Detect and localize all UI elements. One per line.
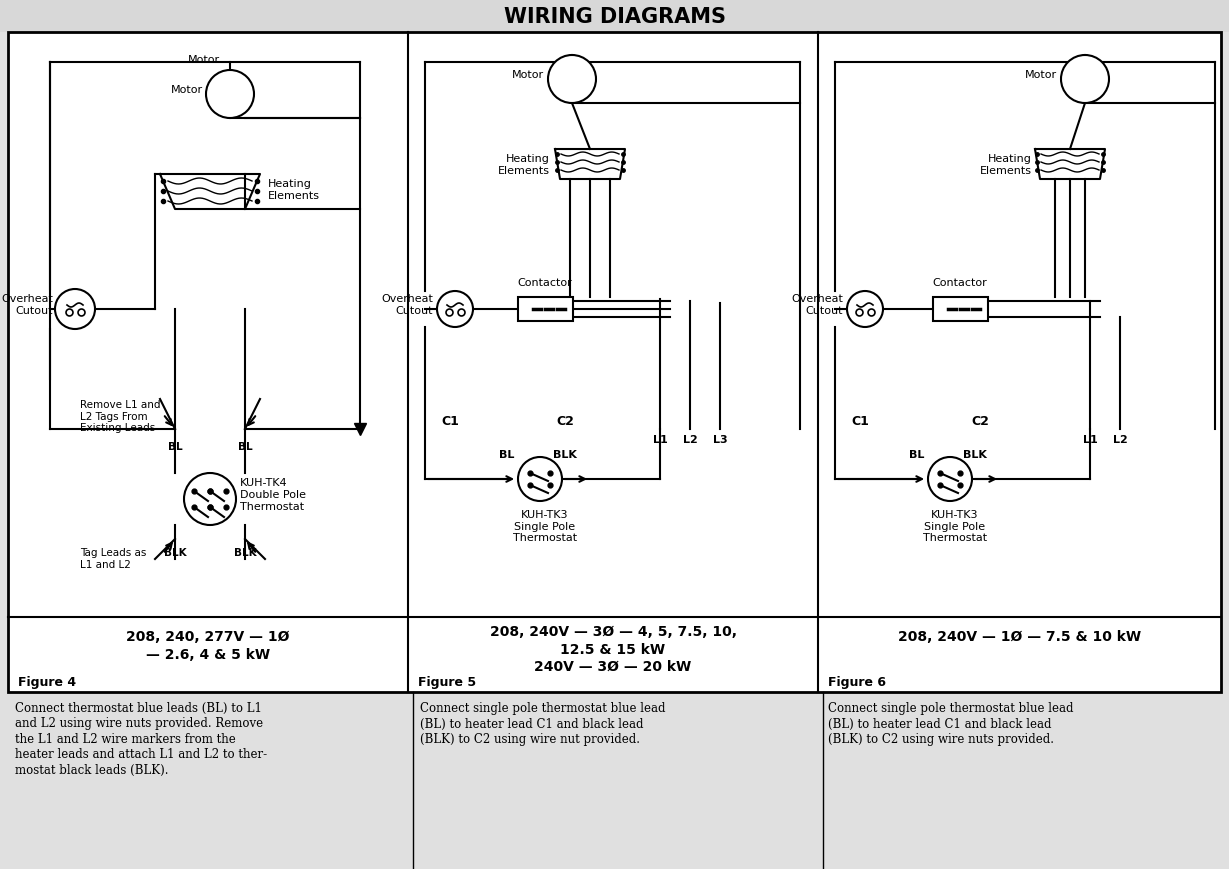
Text: Overheat
Cutout: Overheat Cutout bbox=[791, 294, 843, 315]
Text: Motor: Motor bbox=[171, 85, 203, 95]
Text: C1: C1 bbox=[850, 415, 869, 428]
Text: Figure 4: Figure 4 bbox=[18, 675, 76, 688]
Text: (BL) to heater lead C1 and black lead: (BL) to heater lead C1 and black lead bbox=[828, 717, 1052, 730]
Circle shape bbox=[206, 71, 254, 119]
Text: Figure 6: Figure 6 bbox=[828, 675, 886, 688]
Text: 12.5 & 15 kW: 12.5 & 15 kW bbox=[560, 642, 666, 656]
Text: BLK: BLK bbox=[234, 547, 257, 557]
Text: Connect single pole thermostat blue lead: Connect single pole thermostat blue lead bbox=[828, 701, 1073, 714]
Text: 240V — 3Ø — 20 kW: 240V — 3Ø — 20 kW bbox=[535, 660, 692, 673]
Text: Figure 5: Figure 5 bbox=[418, 675, 476, 688]
Circle shape bbox=[184, 474, 236, 526]
Text: WIRING DIAGRAMS: WIRING DIAGRAMS bbox=[504, 7, 725, 27]
Text: (BL) to heater lead C1 and black lead: (BL) to heater lead C1 and black lead bbox=[420, 717, 644, 730]
Text: BLK: BLK bbox=[553, 449, 576, 460]
Text: 208, 240V — 1Ø — 7.5 & 10 kW: 208, 240V — 1Ø — 7.5 & 10 kW bbox=[898, 629, 1141, 643]
Circle shape bbox=[548, 56, 596, 104]
Text: — 2.6, 4 & 5 kW: — 2.6, 4 & 5 kW bbox=[146, 647, 270, 661]
Text: BLK: BLK bbox=[964, 449, 987, 460]
Circle shape bbox=[438, 292, 473, 328]
Bar bbox=[9, 33, 1220, 693]
Text: L1: L1 bbox=[1083, 434, 1097, 444]
Text: L2: L2 bbox=[682, 434, 697, 444]
Text: Connect single pole thermostat blue lead: Connect single pole thermostat blue lead bbox=[420, 701, 665, 714]
Text: Heating
Elements: Heating Elements bbox=[268, 179, 320, 201]
Text: BL: BL bbox=[237, 441, 252, 452]
Text: Overheat
Cutout: Overheat Cutout bbox=[381, 294, 433, 315]
Text: (BLK) to C2 using wire nut provided.: (BLK) to C2 using wire nut provided. bbox=[420, 733, 640, 745]
Text: Contactor: Contactor bbox=[933, 278, 987, 288]
Text: (BLK) to C2 using wire nuts provided.: (BLK) to C2 using wire nuts provided. bbox=[828, 733, 1054, 745]
Text: Heating
Elements: Heating Elements bbox=[498, 154, 551, 176]
Text: Motor: Motor bbox=[1025, 70, 1057, 80]
Text: L3: L3 bbox=[713, 434, 728, 444]
Circle shape bbox=[55, 289, 95, 329]
Circle shape bbox=[1061, 56, 1109, 104]
Text: L1: L1 bbox=[653, 434, 667, 444]
Text: the L1 and L2 wire markers from the: the L1 and L2 wire markers from the bbox=[15, 733, 236, 745]
Text: 208, 240V — 3Ø — 4, 5, 7.5, 10,: 208, 240V — 3Ø — 4, 5, 7.5, 10, bbox=[489, 624, 736, 638]
Bar bbox=[0, 0, 1229, 33]
Text: BL: BL bbox=[909, 449, 924, 460]
Text: Heating
Elements: Heating Elements bbox=[980, 154, 1032, 176]
Text: Motor: Motor bbox=[511, 70, 544, 80]
Text: BLK: BLK bbox=[163, 547, 187, 557]
Text: Contactor: Contactor bbox=[517, 278, 573, 288]
Text: Connect thermostat blue leads (BL) to L1: Connect thermostat blue leads (BL) to L1 bbox=[15, 701, 262, 714]
Text: KUH-TK3
Single Pole
Thermostat: KUH-TK3 Single Pole Thermostat bbox=[923, 509, 987, 542]
Text: 208, 240, 277V — 1Ø: 208, 240, 277V — 1Ø bbox=[127, 629, 290, 643]
Bar bbox=[933, 298, 987, 322]
Circle shape bbox=[517, 457, 562, 501]
Text: heater leads and attach L1 and L2 to ther-: heater leads and attach L1 and L2 to the… bbox=[15, 747, 267, 760]
Text: C1: C1 bbox=[441, 415, 458, 428]
Text: Overheat
Cutout: Overheat Cutout bbox=[1, 294, 53, 315]
Text: BL: BL bbox=[499, 449, 515, 460]
Text: Remove L1 and
L2 Tags From
Existing Leads: Remove L1 and L2 Tags From Existing Lead… bbox=[80, 400, 161, 433]
Text: KUH-TK4
Double Pole
Thermostat: KUH-TK4 Double Pole Thermostat bbox=[240, 478, 306, 511]
Text: KUH-TK3
Single Pole
Thermostat: KUH-TK3 Single Pole Thermostat bbox=[512, 509, 578, 542]
Circle shape bbox=[847, 292, 882, 328]
Text: C2: C2 bbox=[556, 415, 574, 428]
Circle shape bbox=[928, 457, 972, 501]
Bar bbox=[517, 298, 573, 322]
Text: Tag Leads as
L1 and L2: Tag Leads as L1 and L2 bbox=[80, 547, 146, 569]
Text: C2: C2 bbox=[971, 415, 989, 428]
Text: L2: L2 bbox=[1112, 434, 1127, 444]
Text: BL: BL bbox=[167, 441, 182, 452]
Text: and L2 using wire nuts provided. Remove: and L2 using wire nuts provided. Remove bbox=[15, 717, 263, 730]
Text: mostat black leads (BLK).: mostat black leads (BLK). bbox=[15, 763, 168, 776]
Text: Motor: Motor bbox=[188, 55, 220, 65]
